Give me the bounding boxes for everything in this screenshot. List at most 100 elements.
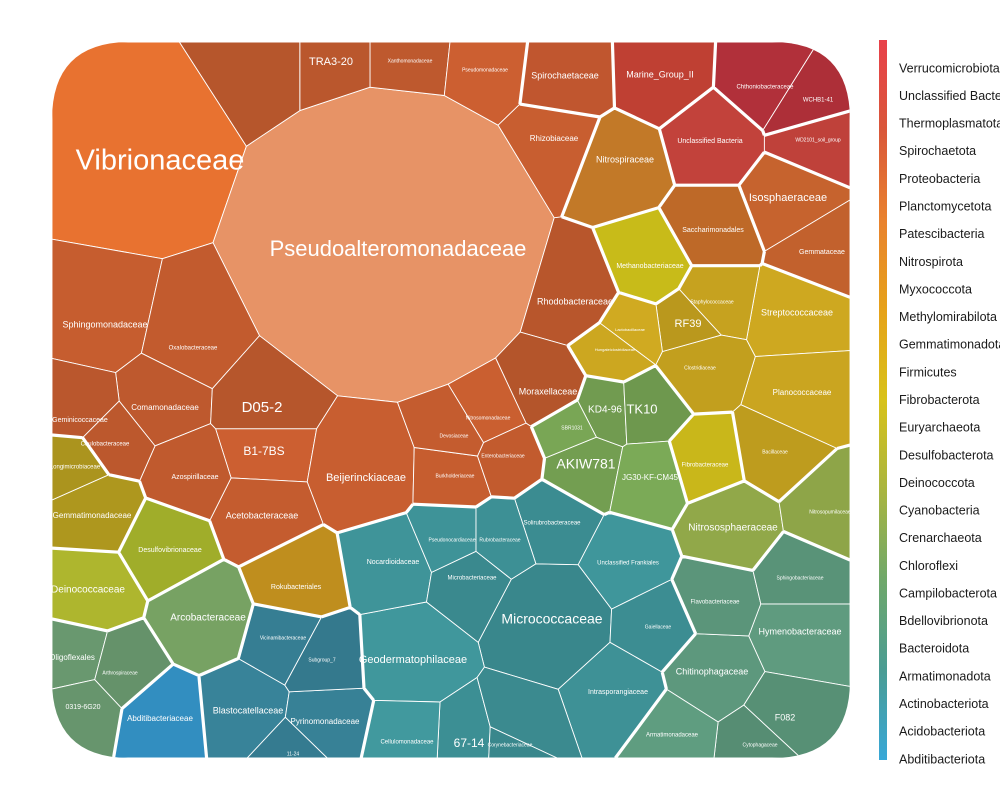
legend-item-campilobacterota: Campilobacterota (899, 586, 997, 600)
cell-streptomycetaceae (476, 666, 583, 758)
legend-item-bacteroidota: Bacteroidota (899, 642, 969, 656)
label-nitrosopumilaceae: Nitrosopumilaceae (809, 509, 851, 515)
cell-corynebacteriaceae (488, 726, 558, 758)
label-nitrospiraceae: Nitrospiraceae (596, 154, 654, 164)
legend-item-proteobacteria: Proteobacteria (899, 172, 980, 186)
label-d05-2: D05-2 (242, 399, 283, 416)
label-arcobacteraceae: Arcobacteraceae (170, 613, 246, 624)
label-corynebacteriaceae: Corynebacteriaceae (488, 742, 533, 748)
label-nitrosomonadaceae: Nitrosomonadaceae (466, 415, 511, 421)
label-pyrinomonadaceae: Pyrinomonadaceae (291, 717, 360, 726)
label-devosiaceae: Devosiaceae (440, 433, 469, 439)
legend-item-chloroflexi: Chloroflexi (899, 559, 958, 573)
cell-xanthobacteraceae (178, 42, 301, 147)
label-sbr1031: SBR1031 (561, 425, 583, 431)
label-arthrospiraceae: Arthrospiraceae (102, 670, 138, 676)
label-vicinamibacteraceae: Vicinamibacteraceae (260, 635, 307, 641)
legend-item-spirochaetota: Spirochaetota (899, 144, 976, 158)
label-longimicrobiaceae: Longimicrobiaceae (50, 465, 101, 471)
label-marine-group-ii: Marine_Group_II (626, 69, 694, 79)
label-moraxellaceae: Moraxellaceae (519, 386, 578, 396)
label-rhodobacteraceae: Rhodobacteraceae (537, 296, 613, 306)
label-planococcaceae: Planococcaceae (773, 388, 832, 397)
label-rubrobacteraceae: Rubrobacteraceae (479, 537, 520, 543)
label-enterobacteriaceae: Enterobacteriaceae (481, 453, 525, 459)
label-67-14: 67-14 (454, 736, 485, 750)
label-gemmataceae: Gemmataceae (799, 249, 845, 256)
label-rokubacteriales: Rokubacteriales (271, 584, 322, 591)
label-pseudoalteromonadaceae: Pseudoalteromonadaceae (270, 236, 527, 261)
label-azospirillaceae: Azospirillaceae (171, 474, 218, 481)
legend: Verrucomicrobiota Unclassified Bacteria Th… (879, 40, 1000, 766)
legend-item-patescibacteria: Patescibacteria (899, 227, 985, 241)
label-sphingomonadaceae: Sphingomonadaceae (62, 319, 147, 329)
treemap-cells (52, 42, 850, 758)
label-xanthomonadaceae: Xanthomonadaceae (388, 58, 433, 64)
label-gaiellaceae: Gaiellaceae (645, 624, 672, 630)
label-spirochaetaceae: Spirochaetaceae (531, 70, 599, 80)
label-microbacteriaceae: Microbacteriaceae (447, 576, 497, 582)
cell-devosiaceae (396, 383, 485, 457)
label-intrasporangiaceae: Intrasporangiaceae (588, 689, 648, 696)
legend-item-bdellovibrionota: Bdellovibrionota (899, 614, 988, 628)
label-cytophagaceae: Cytophagaceae (742, 742, 777, 748)
label-comamonadaceae: Comamonadaceae (131, 403, 199, 412)
label-kd4-96: KD4-96 (588, 405, 622, 416)
legend-item-abditibacteriota: Abditibacteriota (899, 752, 985, 766)
legend-item-acidobacteriota: Acidobacteriota (899, 725, 985, 739)
legend-item-firmicutes: Firmicutes (899, 365, 957, 379)
label-rhizobiaceae: Rhizobiaceae (530, 134, 579, 143)
legend-item-methylomirabilota: Methylomirabilota (899, 310, 997, 324)
label-hungateiclostridiaceae: Hungateiclostridiaceae (595, 347, 636, 352)
label-0319-6g20: 0319-6G20 (65, 704, 100, 711)
cell-11-24 (246, 716, 329, 758)
label-oxalobacteraceae: Oxalobacteraceae (169, 346, 218, 352)
label-abditibacteriaceae: Abditibacteriaceae (127, 714, 193, 723)
legend-item-myxococcota: Myxococcota (899, 282, 972, 296)
label-unclassified-bacteria: Unclassified Bacteria (677, 138, 742, 145)
label-saccharimonadales: Saccharimonadales (682, 227, 744, 234)
label-11-24: 11-24 (287, 751, 300, 757)
label-acetobacteraceae: Acetobacteraceae (226, 510, 299, 520)
label-armatimonadaceae: Armatimonadaceae (646, 733, 699, 739)
phylum-borders (52, 42, 850, 758)
label-lactobacillaceae: Lactobacillaceae (615, 327, 646, 332)
label-unclassified-frankiales: Unclassified Frankiales (597, 561, 659, 567)
label-deinococcaceae: Deinococcaceae (51, 585, 125, 596)
label-fibrobacteraceae: Fibrobacteraceae (682, 463, 729, 469)
cell-xanthomonadaceae (369, 42, 451, 96)
legend-item-cyanobacteria: Cyanobacteria (899, 504, 980, 518)
label-bacillaceae: Bacillaceae (762, 449, 788, 455)
label-hymenobacteraceae: Hymenobacteraceae (758, 626, 841, 636)
legend-item-euryarchaeota: Euryarchaeota (899, 421, 980, 435)
label-chthoniobacteraceae: Chthoniobacteraceae (736, 85, 794, 91)
legend-item-fibrobacterota: Fibrobacterota (899, 393, 980, 407)
label-tra3-20: TRA3-20 (309, 56, 353, 68)
label-akiw781: AKIW781 (556, 456, 615, 472)
label-sphingobacteriaceae: Sphingobacteriaceae (777, 575, 824, 581)
label-wd2101-soil-group: WD2101_soil_group (795, 137, 841, 143)
label-methanobacteriaceae: Methanobacteriaceae (616, 263, 683, 270)
legend-item-gemmatimonadota: Gemmatimonadota (899, 338, 1000, 352)
label-streptococcaceae: Streptococcaceae (761, 307, 833, 317)
label-desulfovibrionaceae: Desulfovibrionaceae (138, 547, 202, 554)
legend-item-desulfobacterota: Desulfobacterota (899, 448, 994, 462)
label-vibrionaceae: Vibrionaceae (76, 145, 245, 177)
label-clostridiaceae: Clostridiaceae (684, 365, 716, 371)
label-beijerinckiaceae: Beijerinckiaceae (326, 472, 406, 484)
label-isosphaeraceae: Isosphaeraceae (749, 192, 827, 204)
legend-item-nitrospirota: Nitrospirota (899, 255, 963, 269)
label-oligoflexales: Oligoflexales (49, 653, 95, 662)
label-b1-7bs: B1-7BS (243, 444, 284, 458)
label-geodermatophilaceae: Geodermatophilaceae (359, 654, 467, 666)
label-chitinophagaceae: Chitinophagaceae (676, 666, 749, 676)
label-gemmatimonadaceae: Gemmatimonadaceae (53, 511, 132, 520)
label-wchb1-41: WCHB1-41 (803, 98, 834, 104)
label-jg30-kf-cm45: JG30-KF-CM45 (622, 473, 679, 482)
label-micrococcaceae: Micrococcaceae (501, 611, 602, 627)
legend-item-verrucomicrobiota: Verrucomicrobiota (899, 61, 1000, 75)
label-subgroup-7: Subgroup_7 (308, 657, 335, 663)
legend-item-armatimonadota: Armatimonadota (899, 669, 991, 683)
label-f082: F082 (775, 712, 796, 722)
